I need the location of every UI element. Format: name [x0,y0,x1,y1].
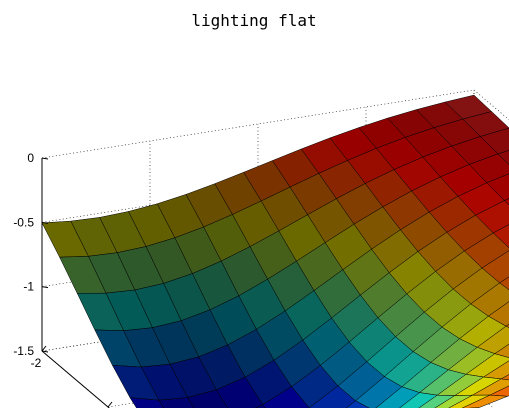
surface-face [461,394,508,408]
surface-face [158,397,195,408]
x-tick-label: -2 [31,356,42,370]
surface-face [129,397,164,408]
z-tick-label: 0 [27,151,34,165]
z-tick [41,157,49,160]
x-axis-line [41,350,110,408]
z-tick-label: -1.5 [13,344,34,358]
z-tick [41,286,49,289]
surface-face [497,150,509,165]
chart-title: lighting flat [191,11,316,30]
grid-line [41,89,475,159]
z-tick-label: -0.5 [13,215,34,229]
surface-mesh [41,94,509,408]
tick-labels: 0-0.5-1-1.5-2-1.5-1-0.5000.511.52 [13,151,42,370]
x-tick [41,345,47,352]
axes-lines [41,157,113,408]
surface-face [254,404,266,408]
x-tick [107,401,113,408]
z-tick [41,221,49,224]
surface-face [187,389,229,408]
surface-face [505,323,509,328]
surface-face [345,400,370,408]
z-tick-label: -1 [23,280,34,294]
surface-face [499,276,509,291]
z-tick [41,350,49,353]
surface-face [504,198,509,206]
surface-face [500,374,509,381]
